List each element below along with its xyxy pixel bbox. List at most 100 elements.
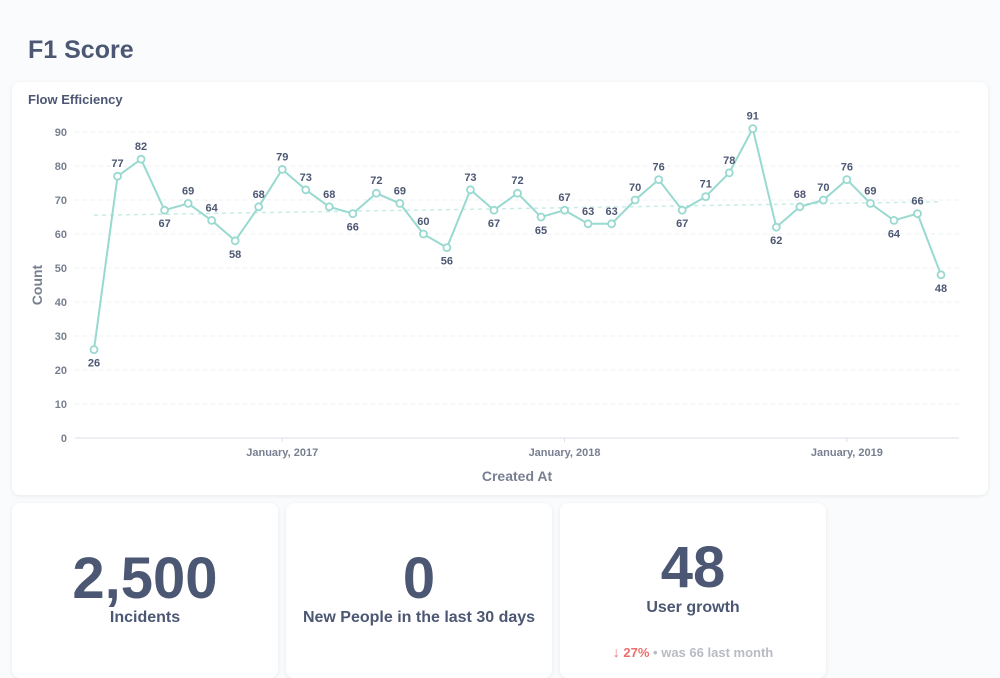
data-label: 69 xyxy=(182,185,194,197)
y-tick-label: 40 xyxy=(55,297,67,309)
y-tick-label: 20 xyxy=(55,365,67,377)
data-label: 56 xyxy=(441,256,453,268)
data-label: 68 xyxy=(794,189,806,201)
data-label: 70 xyxy=(817,182,829,194)
x-tick-label: January, 2017 xyxy=(246,447,318,459)
data-point xyxy=(630,195,640,205)
user-growth-card[interactable]: 48 User growth ↓ 27% • was 66 last month xyxy=(560,503,826,678)
y-tick-label: 0 xyxy=(61,433,67,445)
data-point xyxy=(677,205,687,215)
data-label: 82 xyxy=(135,141,147,153)
new-people-value: 0 xyxy=(402,546,436,611)
data-label: 68 xyxy=(253,189,265,201)
data-label: 67 xyxy=(558,192,570,204)
data-label: 69 xyxy=(864,185,876,197)
new-people-label[interactable]: New People in the last 30 days xyxy=(302,609,536,626)
data-label: 65 xyxy=(535,225,547,237)
data-point xyxy=(489,205,499,215)
data-label: 58 xyxy=(229,249,241,261)
arrow-down-icon: ↓ xyxy=(612,644,620,660)
data-point xyxy=(418,229,428,239)
data-point xyxy=(889,215,899,225)
x-tick-label: January, 2018 xyxy=(529,447,601,459)
data-label: 78 xyxy=(723,155,735,167)
data-point xyxy=(913,209,922,219)
y-tick-label: 90 xyxy=(55,127,67,139)
data-label: 60 xyxy=(417,216,429,228)
separator-dot: • xyxy=(653,645,658,660)
data-point xyxy=(936,270,946,280)
comparison-period: last month xyxy=(707,645,774,660)
data-point xyxy=(371,188,381,198)
data-label: 67 xyxy=(676,218,688,230)
data-point xyxy=(348,209,358,219)
data-label: 69 xyxy=(394,185,406,197)
chart-card[interactable]: Flow Efficiency 0 10 20 30 40 50 60 70 80 90 Janua… xyxy=(12,82,988,495)
y-tick-label: 70 xyxy=(55,195,67,207)
data-label: 48 xyxy=(935,283,947,295)
data-point xyxy=(513,188,522,198)
data-point xyxy=(466,185,475,195)
data-point xyxy=(395,199,405,208)
new-people-card[interactable]: 0 New People in the last 30 days xyxy=(286,503,552,678)
y-axis-label: Count xyxy=(29,264,45,305)
data-label: 66 xyxy=(911,196,923,208)
user-growth-label[interactable]: User growth xyxy=(646,599,740,616)
change-percent: 27% xyxy=(623,645,650,660)
data-point xyxy=(207,215,217,225)
y-tick-label: 50 xyxy=(55,263,67,275)
data-point xyxy=(842,175,852,184)
data-label: 64 xyxy=(888,228,901,240)
data-point xyxy=(771,222,781,232)
y-tick-label: 80 xyxy=(55,161,67,173)
data-label: 73 xyxy=(464,172,476,184)
y-tick-label: 30 xyxy=(55,331,67,343)
data-label: 62 xyxy=(770,235,782,247)
data-point xyxy=(230,236,240,246)
incidents-value: 2,500 xyxy=(72,546,218,611)
x-tick-label: January, 2019 xyxy=(811,447,883,459)
previous-value: was 66 xyxy=(661,645,704,660)
user-growth-comparison: ↓ 27% • was 66 last month xyxy=(560,644,826,660)
data-label: 68 xyxy=(323,189,335,201)
data-point xyxy=(89,345,99,355)
data-point xyxy=(160,205,169,215)
data-label: 77 xyxy=(111,158,123,170)
data-point xyxy=(818,195,828,205)
data-point xyxy=(607,219,617,229)
incidents-card[interactable]: 2,500 Incidents xyxy=(12,503,278,678)
chart-title[interactable]: Flow Efficiency xyxy=(28,92,123,107)
data-label: 73 xyxy=(300,172,312,184)
data-label: 71 xyxy=(700,179,712,191)
data-point xyxy=(724,168,734,178)
data-point xyxy=(183,199,193,208)
data-point xyxy=(866,199,875,208)
data-point xyxy=(113,171,122,181)
data-point xyxy=(136,154,146,164)
data-label: 70 xyxy=(629,182,641,194)
x-axis-label: Created At xyxy=(482,468,553,484)
data-point xyxy=(254,202,264,212)
data-point xyxy=(795,202,805,212)
incidents-label[interactable]: Incidents xyxy=(109,609,181,626)
data-label: 63 xyxy=(582,206,594,218)
data-label: 26 xyxy=(88,358,100,370)
data-point xyxy=(748,124,758,133)
data-point xyxy=(442,243,452,253)
data-point xyxy=(701,192,711,201)
line-chart: 0 10 20 30 40 50 60 70 80 90 January, 2017 January,… xyxy=(29,111,959,484)
data-point xyxy=(654,175,664,184)
data-label: 79 xyxy=(276,151,288,163)
data-label: 76 xyxy=(653,162,665,174)
data-label: 67 xyxy=(488,218,500,230)
data-label: 91 xyxy=(747,111,759,123)
data-point xyxy=(277,165,287,174)
data-label: 72 xyxy=(511,175,523,187)
data-label: 76 xyxy=(841,162,853,174)
data-label: 63 xyxy=(605,206,617,218)
data-point xyxy=(583,219,593,229)
y-tick-label: 10 xyxy=(55,399,67,411)
data-point xyxy=(324,202,334,212)
page-title: F1 Score xyxy=(28,36,134,64)
data-point xyxy=(301,185,311,195)
